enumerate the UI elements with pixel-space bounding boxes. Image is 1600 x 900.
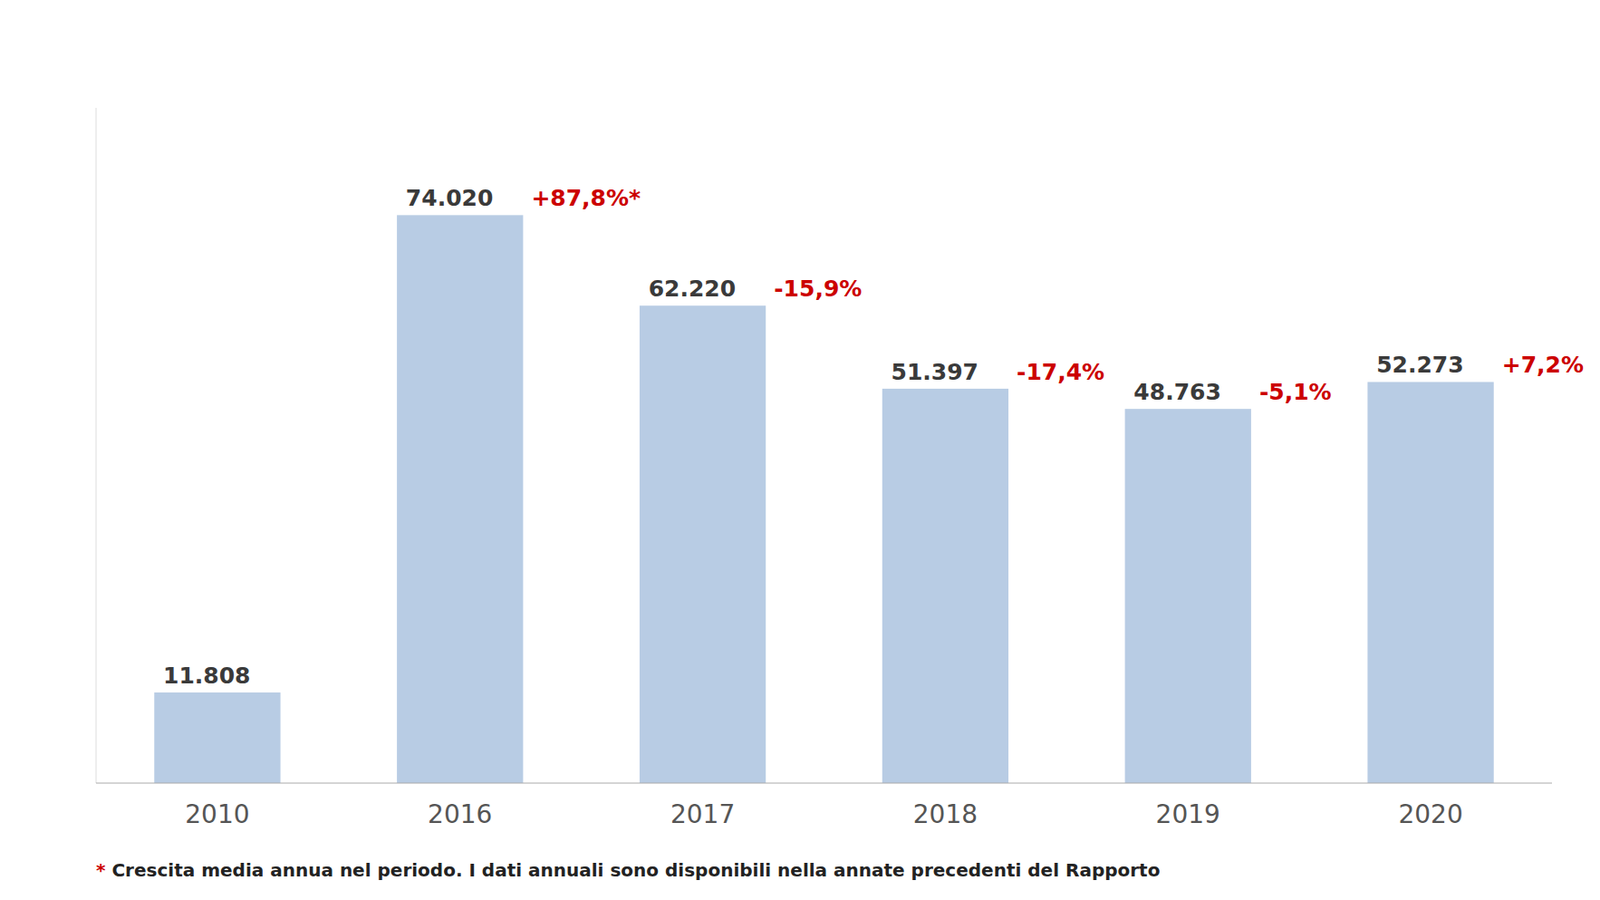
x-tick-label: 2016 <box>427 799 492 829</box>
bar <box>1367 381 1494 783</box>
value-label: 51.397 <box>891 358 979 386</box>
bar <box>154 692 280 783</box>
value-label: 62.220 <box>648 275 736 302</box>
footnote: * Crescita media annua nel periodo. I da… <box>96 858 1160 881</box>
bars <box>154 214 1494 783</box>
x-axis-line <box>96 782 1552 784</box>
pct-label: -17,4% <box>1016 358 1105 386</box>
labels: 11.808 2010 74.020 2016 62.220 2017 51.397 2018… <box>163 184 1584 829</box>
bar <box>639 305 766 783</box>
pct-label: +87,8%* <box>530 184 641 212</box>
y-axis-line <box>96 107 97 783</box>
x-tick-label: 2017 <box>670 799 735 829</box>
value-label: 74.020 <box>405 184 493 212</box>
x-tick-label: 2010 <box>184 799 250 829</box>
value-label: 52.273 <box>1376 351 1464 378</box>
value-label: 11.808 <box>163 662 251 689</box>
chart: 11.808 2010 74.020 2016 62.220 2017 51.397 2018… <box>0 0 1600 900</box>
value-label: 48.763 <box>1133 378 1221 405</box>
x-tick-label: 2020 <box>1397 799 1463 829</box>
x-tick-label: 2018 <box>913 799 978 829</box>
footnote-part: Crescita media annua nel periodo. I dati… <box>105 858 1160 881</box>
x-tick-label: 2019 <box>1156 799 1221 829</box>
pct-label: +7,2% <box>1502 351 1584 378</box>
bar <box>882 388 1009 783</box>
pct-label: -15,9% <box>773 275 862 302</box>
footnote-part: * <box>96 858 107 881</box>
bar <box>1125 408 1252 783</box>
pct-label: -5,1% <box>1259 378 1332 405</box>
bar <box>396 214 523 783</box>
